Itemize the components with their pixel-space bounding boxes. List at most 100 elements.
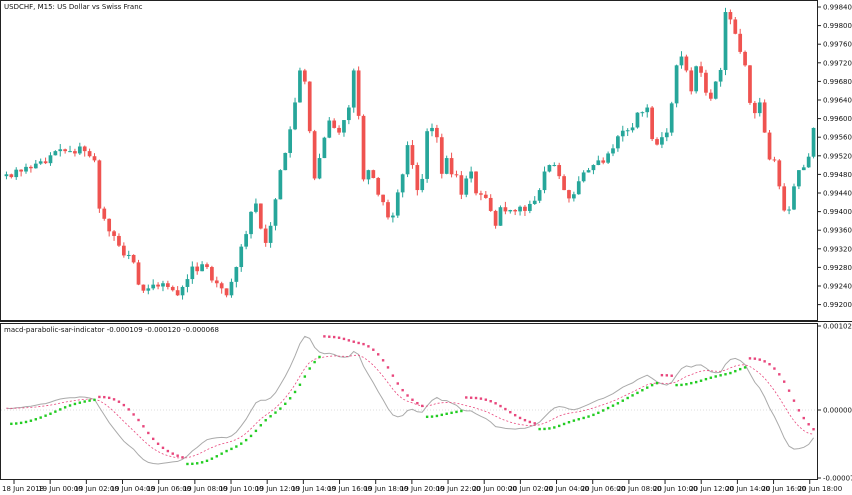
time-tick-label: 20 Jun 14:00 xyxy=(725,485,769,493)
candle-body xyxy=(63,149,68,152)
sar-dot-down xyxy=(533,422,536,425)
candle-body xyxy=(346,107,351,121)
sar-dot-up xyxy=(88,399,91,402)
sar-dot-up xyxy=(709,376,713,379)
candle-body xyxy=(797,170,801,187)
sar-dot-down xyxy=(499,404,502,408)
sar-dot-down xyxy=(372,348,375,351)
candle-body xyxy=(68,151,72,153)
sar-dot-down xyxy=(323,335,326,338)
price-tick-label: 0.99400 xyxy=(823,208,852,216)
candle-body xyxy=(474,171,478,194)
candle-body xyxy=(410,145,415,166)
sar-dot-up xyxy=(680,383,683,387)
sar-dot-up xyxy=(230,447,233,451)
sar-dot-up xyxy=(186,462,189,466)
sar-dot-down xyxy=(528,420,532,424)
sar-dot-down xyxy=(367,345,370,348)
sar-dot-down xyxy=(406,394,409,397)
candle-body xyxy=(307,81,312,132)
candle-body xyxy=(400,174,405,193)
sar-dot-down xyxy=(416,401,419,405)
candle-body xyxy=(170,286,175,291)
sar-dot-up xyxy=(196,462,199,465)
sar-dot-up xyxy=(577,418,580,421)
sar-dot-up xyxy=(313,360,316,364)
candle-body xyxy=(371,170,376,179)
sar-dot-up xyxy=(729,371,732,375)
sar-dot-up xyxy=(582,416,585,420)
sar-dot-up xyxy=(39,416,42,419)
sar-dot-up xyxy=(63,406,67,409)
sar-dot-down xyxy=(396,382,399,385)
time-tick-label: 19 Jun 04:00 xyxy=(111,485,155,493)
sar-dot-down xyxy=(768,362,771,366)
candle-body xyxy=(317,158,322,179)
candle-body xyxy=(762,102,767,133)
candle-body xyxy=(684,56,689,71)
candle-body xyxy=(757,102,762,114)
candle-body xyxy=(82,146,87,152)
candle-body xyxy=(596,160,601,166)
price-tick-label: 0.99240 xyxy=(823,283,852,291)
price-tick-label: 0.99800 xyxy=(823,22,852,30)
candle-body xyxy=(322,137,327,159)
sar-dot-down xyxy=(156,442,160,445)
sar-dot-down xyxy=(660,373,664,377)
candle-body xyxy=(200,264,204,272)
time-tick-label: 19 Jun 06:00 xyxy=(147,485,191,493)
candle-body xyxy=(381,194,385,203)
sar-dot-up xyxy=(279,407,282,410)
candle-body xyxy=(102,208,107,219)
candle-body xyxy=(660,137,664,145)
time-tick-label: 19 Jun 00:00 xyxy=(38,485,82,493)
candle-body xyxy=(19,169,23,172)
sar-dot-down xyxy=(665,374,669,377)
sar-dot-up xyxy=(59,408,62,411)
sar-dot-down xyxy=(802,416,805,420)
sar-dot-up xyxy=(284,402,287,406)
candle-body xyxy=(439,137,444,174)
sar-dot-down xyxy=(792,399,796,402)
sar-dot-up xyxy=(200,461,204,464)
sar-dot-down xyxy=(474,396,478,400)
candle-body xyxy=(601,160,606,163)
candle-body xyxy=(420,178,425,191)
candle-body xyxy=(205,264,209,268)
sar-dot-down xyxy=(352,340,355,343)
sar-dot-up xyxy=(10,422,13,426)
sar-dot-down xyxy=(117,400,121,403)
candle-body xyxy=(298,70,302,103)
candle-body xyxy=(117,235,121,246)
candle-body xyxy=(4,174,9,177)
sar-dot-up xyxy=(606,406,610,410)
sar-dot-down xyxy=(479,397,483,400)
sar-dot-up xyxy=(435,414,439,418)
candle-body xyxy=(87,151,92,157)
price-tick-label: 0.99680 xyxy=(823,78,852,86)
sar-dot-down xyxy=(127,408,130,411)
candle-body xyxy=(728,12,733,20)
sar-dot-down xyxy=(132,413,135,416)
sar-dot-down xyxy=(518,416,522,420)
candle-body xyxy=(483,194,488,198)
candle-body xyxy=(141,284,146,291)
candle-body xyxy=(498,207,503,226)
candle-body xyxy=(694,66,699,92)
sar-dot-down xyxy=(377,353,380,356)
candle-body xyxy=(581,172,586,182)
candle-body xyxy=(718,69,723,82)
price-tick-label: 0.99560 xyxy=(823,134,852,142)
sar-dot-down xyxy=(773,367,776,370)
sar-dot-up xyxy=(450,411,453,415)
price-tick-label: 0.99760 xyxy=(823,41,852,49)
sar-dot-down xyxy=(465,396,468,399)
candle-body xyxy=(493,210,498,226)
indicator-layer xyxy=(1,335,817,466)
time-tick-label: 18 Jun 2018 xyxy=(2,485,44,493)
sar-dot-up xyxy=(274,411,277,414)
sar-dot-down xyxy=(347,339,351,342)
candle-body xyxy=(630,127,635,131)
